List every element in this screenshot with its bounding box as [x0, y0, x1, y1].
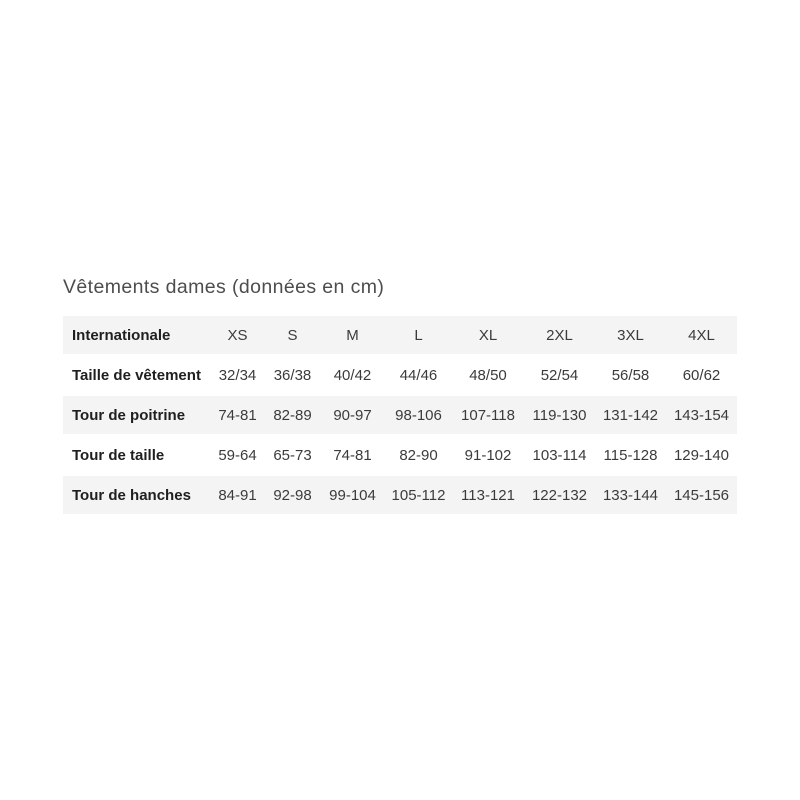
value-cell: 91-102	[464, 446, 512, 464]
value-cell: 90-97	[333, 406, 372, 424]
value-cell: 103-114	[532, 446, 587, 464]
size-cell: L	[414, 326, 423, 344]
value-cell: 59-64	[218, 446, 257, 464]
value-cell: 60/62	[682, 366, 721, 384]
row-label: Tour de hanches	[72, 486, 191, 504]
value-cell: 52/54	[540, 366, 579, 384]
value-cell: 56/58	[611, 366, 650, 384]
size-chart-title: Vêtements dames (données en cm)	[63, 276, 385, 298]
value-cell: 129-140	[673, 446, 730, 464]
value-cell: 113-121	[461, 486, 515, 504]
table-row-garment-size: Taille de vêtement 32/34 36/38 40/42 44/…	[63, 356, 737, 394]
size-cell: 3XL	[617, 326, 644, 344]
value-cell: 44/46	[399, 366, 438, 384]
table-row-waist: Tour de taille 59-64 65-73 74-81 82-90 9…	[63, 436, 737, 474]
value-cell: 32/34	[218, 366, 257, 384]
row-label: Tour de poitrine	[72, 406, 186, 424]
table-row-hips: Tour de hanches 84-91 92-98 99-104 105-1…	[63, 476, 737, 514]
size-cell: M	[346, 326, 359, 344]
row-label: Tour de taille	[72, 446, 165, 464]
value-cell: 48/50	[469, 366, 507, 384]
value-cell: 74-81	[218, 406, 257, 424]
value-cell: 82-89	[273, 406, 312, 424]
value-cell: 107-118	[461, 406, 515, 424]
value-cell: 65-73	[273, 446, 312, 464]
value-cell: 99-104	[329, 486, 376, 504]
value-cell: 82-90	[399, 446, 438, 464]
table-row-chest: Tour de poitrine 74-81 82-89 90-97 98-10…	[63, 396, 737, 434]
size-cell: 2XL	[546, 326, 573, 344]
size-cell: 4XL	[688, 326, 715, 344]
size-cell: XL	[478, 326, 498, 344]
value-cell: 119-130	[532, 406, 587, 424]
size-cell: S	[287, 326, 298, 344]
value-cell: 115-128	[603, 446, 658, 464]
row-label: Internationale	[72, 326, 171, 344]
row-label: Taille de vêtement	[72, 366, 201, 384]
value-cell: 145-156	[673, 486, 730, 504]
value-cell: 84-91	[218, 486, 257, 504]
value-cell: 40/42	[333, 366, 372, 384]
size-chart-section: Vêtements dames (données en cm) Internat…	[63, 274, 737, 516]
value-cell: 133-144	[602, 486, 659, 504]
value-cell: 74-81	[333, 446, 372, 464]
value-cell: 143-154	[673, 406, 730, 424]
value-cell: 92-98	[273, 486, 312, 504]
value-cell: 98-106	[395, 406, 442, 424]
table-row-international-sizes: Internationale XS S M L XL 2XL 3XL 4XL	[63, 316, 737, 354]
value-cell: 105-112	[391, 486, 446, 504]
size-chart-table: Internationale XS S M L XL 2XL 3XL 4XL T…	[63, 316, 737, 514]
value-cell: 122-132	[531, 486, 588, 504]
value-cell: 36/38	[273, 366, 312, 384]
size-cell: XS	[227, 326, 248, 344]
value-cell: 131-142	[602, 406, 659, 424]
